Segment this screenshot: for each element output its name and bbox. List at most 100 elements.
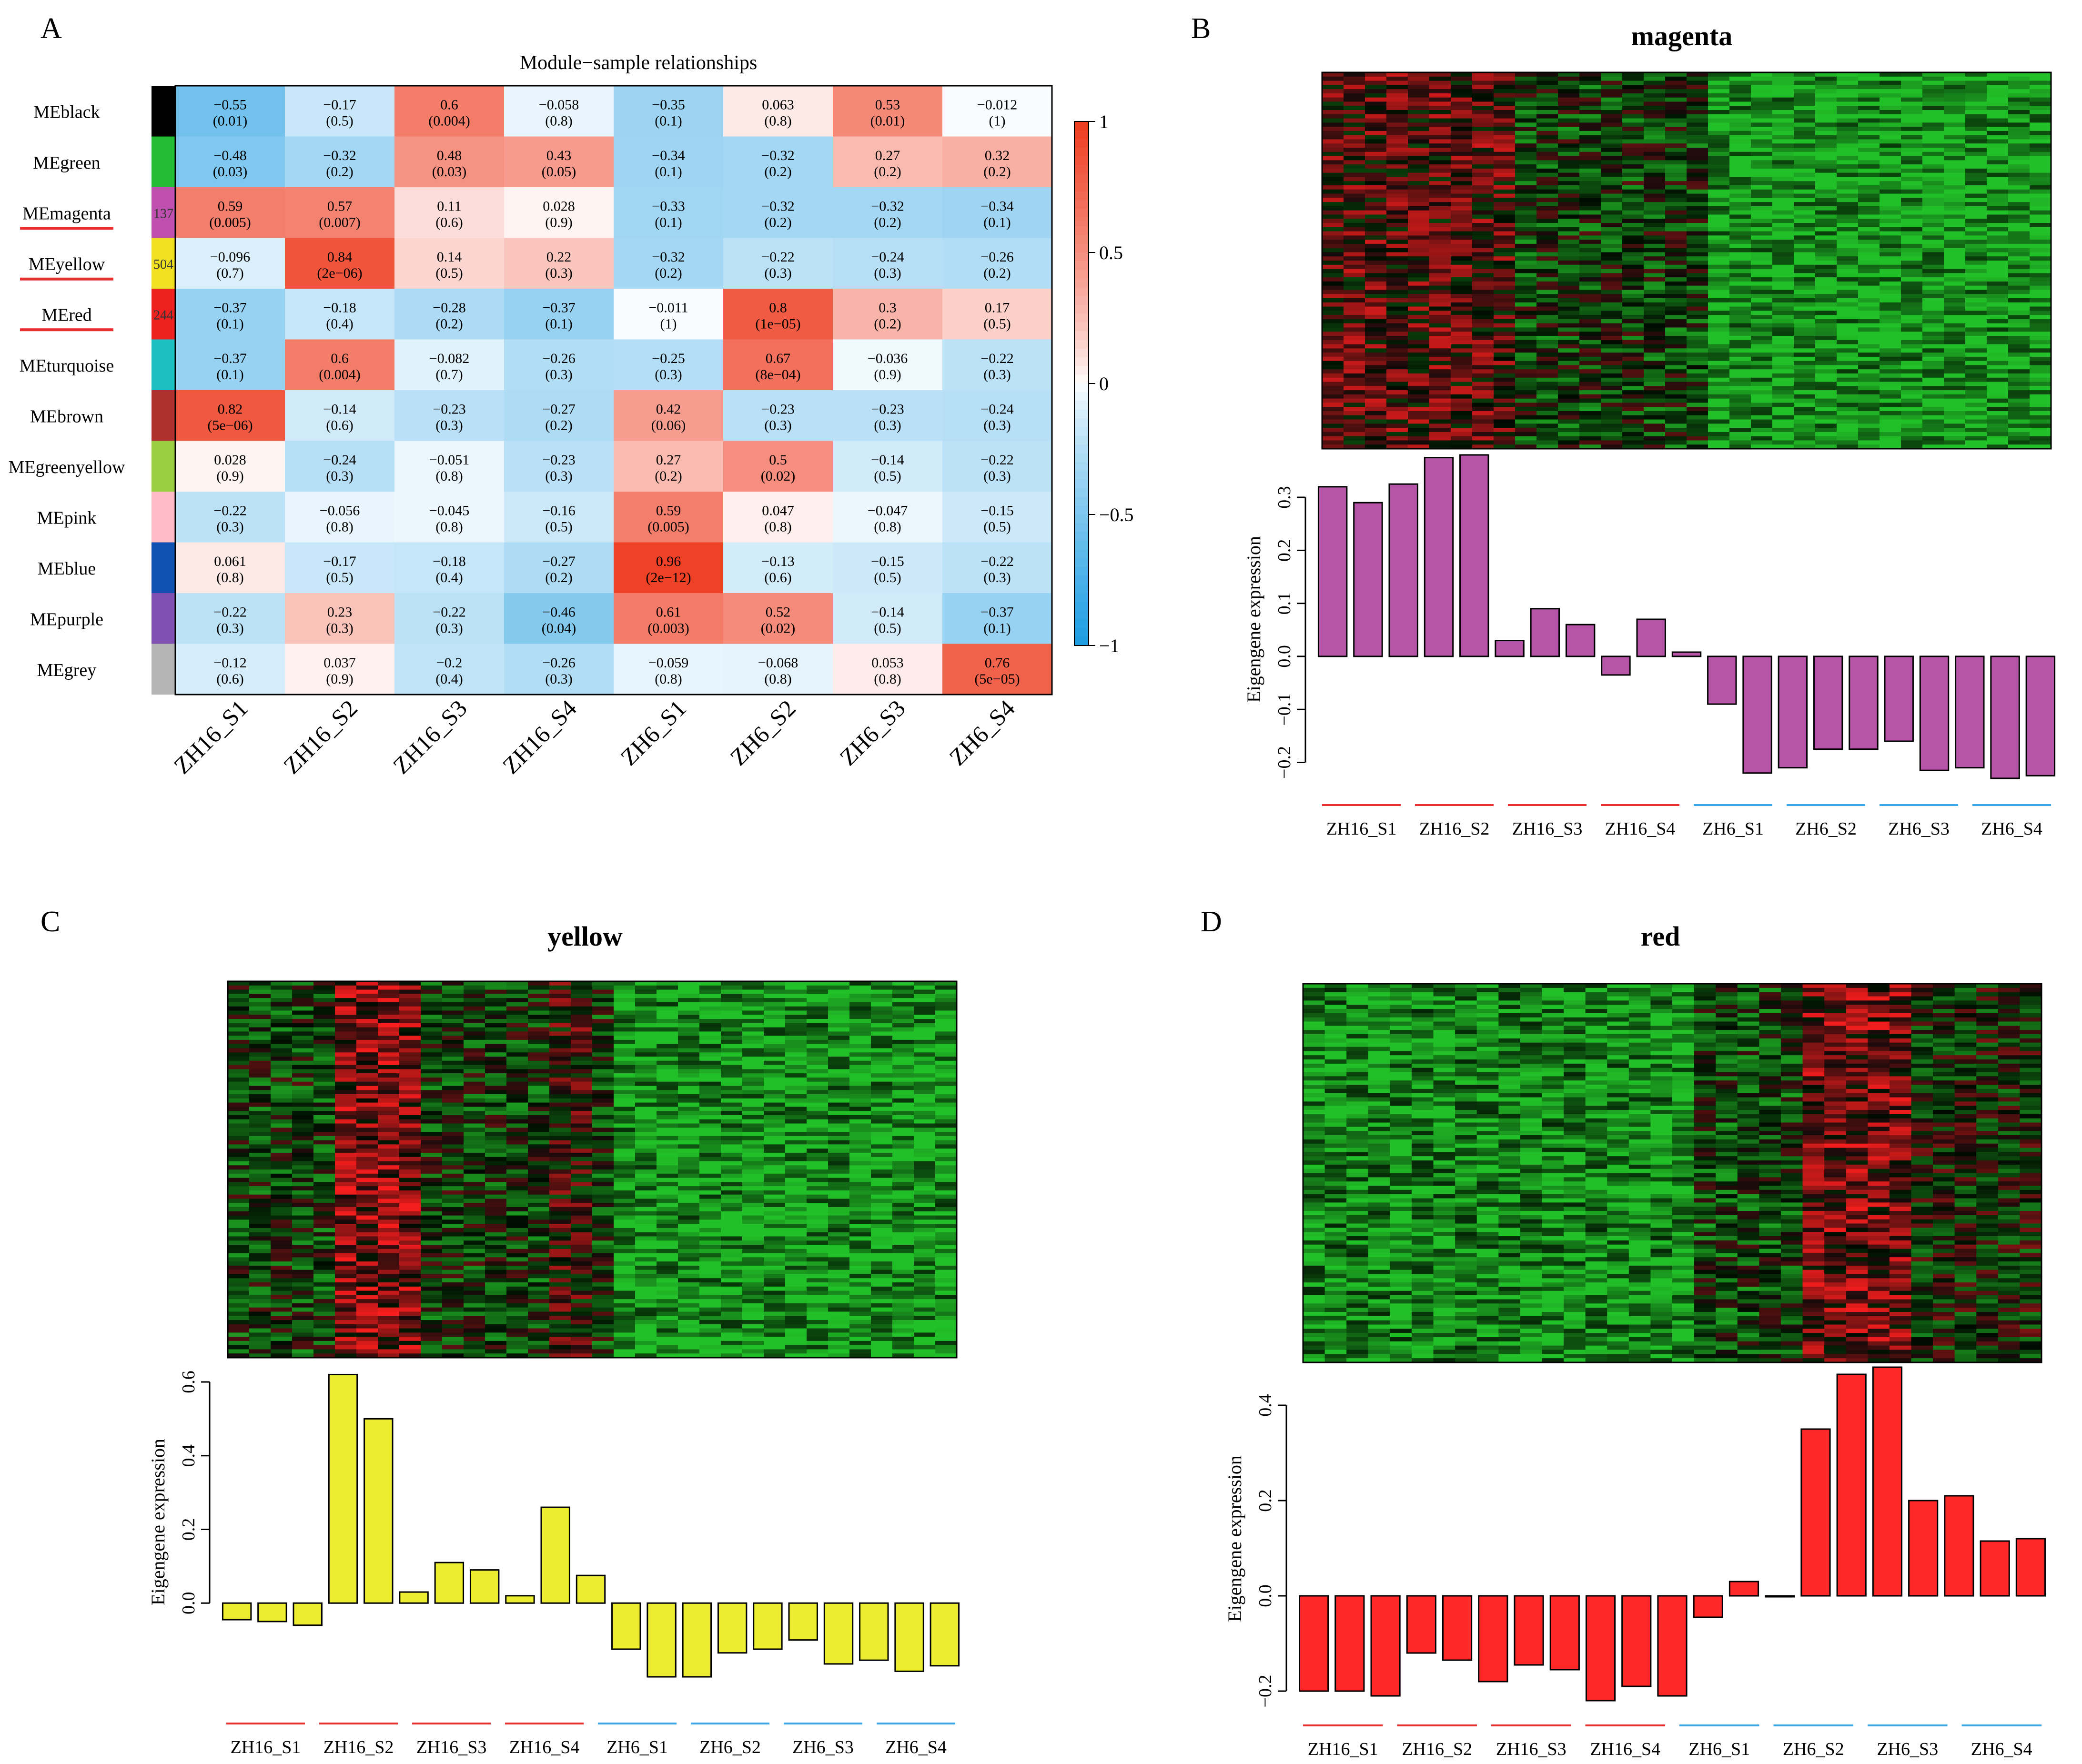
- expression-cell: [1665, 386, 1687, 390]
- expression-cell: [849, 1069, 871, 1073]
- cell-pvalue: (0.2): [435, 316, 463, 332]
- expression-cell: [1601, 177, 1623, 181]
- expression-cell: [1794, 202, 1816, 206]
- expression-cell: [1644, 85, 1666, 89]
- expression-cell: [1558, 77, 1580, 81]
- expression-cell: [464, 1019, 485, 1023]
- expression-cell: [1601, 139, 1623, 143]
- cell-correlation: −0.068: [758, 655, 798, 671]
- expression-cell: [1901, 211, 1923, 215]
- expression-cell: [1558, 361, 1580, 365]
- expression-cell: [635, 1028, 657, 1032]
- expression-cell: [2030, 85, 2052, 89]
- expression-cell: [1429, 169, 1451, 173]
- expression-cell: [1386, 248, 1408, 252]
- expression-cell: [1408, 232, 1430, 236]
- expression-cell: [1901, 302, 1923, 307]
- color-scale-tick-label: −0.5: [1099, 504, 1134, 525]
- expression-cell: [1687, 143, 1708, 148]
- expression-cell: [1687, 89, 1708, 93]
- expression-cell: [764, 1002, 786, 1007]
- expression-cell: [1751, 265, 1773, 269]
- color-scale-step: [1074, 410, 1089, 419]
- color-scale-step: [1074, 514, 1089, 524]
- expression-cell: [1408, 344, 1430, 349]
- expression-cell: [1536, 436, 1558, 441]
- expression-cell: [1751, 219, 1773, 223]
- expression-cell: [1408, 227, 1430, 232]
- expression-cell: [1729, 294, 1751, 298]
- expression-cell: [1665, 206, 1687, 211]
- expression-cell: [1901, 235, 1923, 240]
- expression-cell: [721, 998, 743, 1002]
- expression-cell: [571, 1078, 593, 1082]
- expression-cell: [1536, 127, 1558, 131]
- expression-cell: [506, 1069, 528, 1073]
- expression-cell: [335, 1023, 357, 1028]
- expression-cell: [313, 1069, 335, 1073]
- expression-cell: [764, 1010, 786, 1015]
- expression-cell: [271, 1002, 293, 1007]
- expression-cell: [1794, 294, 1816, 298]
- expression-cell: [1558, 164, 1580, 169]
- expression-cell: [1901, 119, 1923, 123]
- expression-cell: [1794, 169, 1816, 173]
- expression-cell: [1729, 177, 1751, 181]
- expression-cell: [1922, 411, 1944, 415]
- expression-cell: [1880, 127, 1901, 131]
- expression-cell: [1365, 432, 1387, 436]
- expression-cell: [657, 1036, 678, 1040]
- expression-cell: [635, 998, 657, 1002]
- expression-cell: [1815, 290, 1837, 294]
- expression-cell: [1579, 403, 1601, 407]
- expression-cell: [721, 1099, 743, 1103]
- expression-cell: [313, 1111, 335, 1115]
- expression-cell: [635, 1061, 657, 1065]
- expression-cell: [1365, 319, 1387, 323]
- expression-cell: [1944, 327, 1966, 332]
- expression-cell: [528, 1040, 550, 1044]
- expression-cell: [1665, 93, 1687, 98]
- expression-cell: [1858, 382, 1880, 386]
- expression-cell: [1365, 169, 1387, 173]
- expression-cell: [1901, 403, 1923, 407]
- cell-correlation: −0.18: [433, 554, 465, 569]
- expression-cell: [1837, 323, 1859, 328]
- expression-cell: [914, 1140, 936, 1145]
- expression-cell: [935, 994, 957, 998]
- expression-cell: [1386, 348, 1408, 353]
- cell-correlation: −0.34: [652, 148, 685, 163]
- expression-cell: [1644, 390, 1666, 394]
- row-label: MEgrey: [37, 660, 97, 680]
- expression-cell: [1944, 311, 1966, 315]
- expression-cell: [1494, 202, 1516, 206]
- cell-correlation: 0.23: [327, 604, 353, 620]
- expression-cell: [1665, 98, 1687, 102]
- expression-cell: [313, 994, 335, 998]
- expression-cell: [1665, 415, 1687, 420]
- expression-cell: [1815, 298, 1837, 302]
- expression-cell: [292, 998, 314, 1002]
- expression-cell: [1794, 177, 1816, 181]
- expression-cell: [614, 1082, 636, 1086]
- expression-cell: [1944, 190, 1966, 194]
- expression-cell: [1622, 261, 1644, 265]
- expression-cell: [1837, 378, 1859, 382]
- expression-cell: [721, 1065, 743, 1069]
- expression-cell: [1344, 81, 1365, 85]
- cell-correlation: 0.8: [769, 300, 787, 315]
- color-scale-step: [1074, 567, 1089, 576]
- expression-cell: [1965, 256, 1987, 261]
- expression-cell: [1601, 223, 1623, 227]
- expression-cell: [1451, 269, 1473, 273]
- expression-cell: [1922, 177, 1944, 181]
- expression-cell: [271, 1094, 293, 1099]
- expression-cell: [849, 1140, 871, 1145]
- expression-cell: [249, 1099, 271, 1103]
- expression-cell: [871, 1010, 893, 1015]
- expression-cell: [464, 1036, 485, 1040]
- expression-cell: [1944, 348, 1966, 353]
- expression-cell: [442, 1157, 464, 1161]
- expression-cell: [1944, 148, 1966, 152]
- expression-cell: [1344, 261, 1365, 265]
